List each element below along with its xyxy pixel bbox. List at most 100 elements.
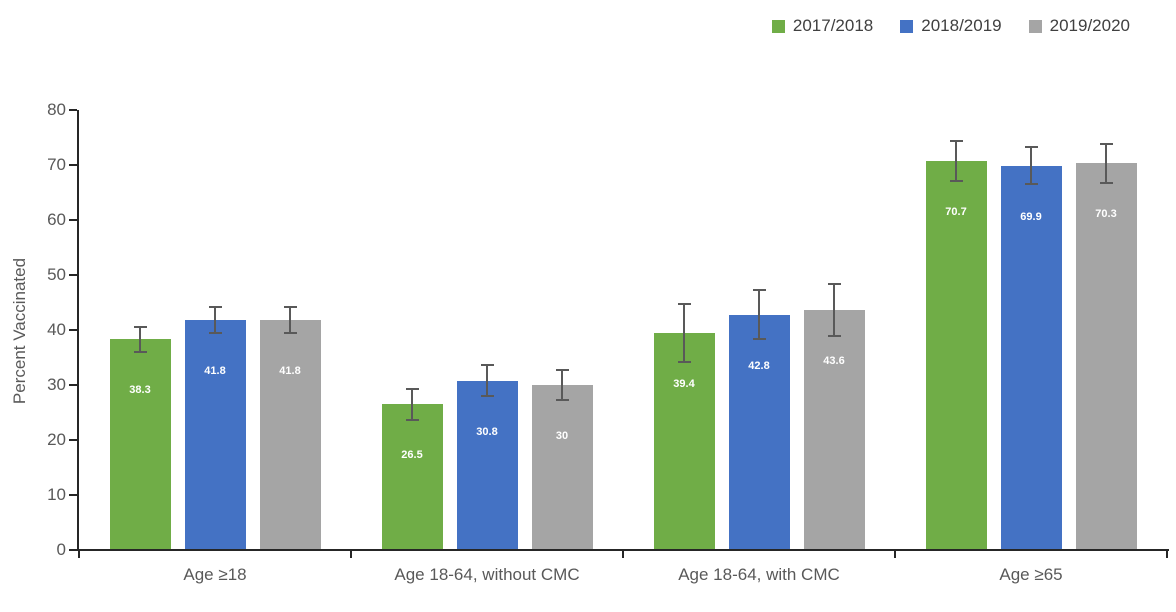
legend-item: 2017/2018 bbox=[771, 16, 874, 36]
error-bar-cap-bottom bbox=[677, 361, 691, 364]
legend-label: 2019/2020 bbox=[1049, 16, 1130, 35]
error-bar bbox=[486, 365, 488, 396]
error-bar bbox=[833, 284, 835, 337]
y-tick-label: 0 bbox=[56, 540, 66, 559]
error-bar bbox=[683, 304, 685, 363]
x-axis-line bbox=[77, 549, 1169, 551]
category-label: Age 18-64, with CMC bbox=[678, 565, 840, 584]
error-bar-cap-bottom bbox=[949, 179, 963, 182]
error-bar-cap-top bbox=[1099, 143, 1113, 146]
error-bar-cap-top bbox=[677, 303, 691, 306]
bar-value-label: 38.3 bbox=[129, 384, 151, 397]
bar-value-label: 70.3 bbox=[1095, 208, 1117, 221]
x-tick-mark bbox=[894, 551, 896, 558]
error-bar-cap-top bbox=[752, 289, 766, 292]
error-bar bbox=[758, 290, 760, 339]
error-bar-cap-top bbox=[133, 325, 147, 328]
y-tick-mark bbox=[69, 384, 77, 386]
bar: 42.8 bbox=[728, 314, 790, 549]
legend-item: 2018/2019 bbox=[900, 16, 1002, 36]
error-bar-cap-bottom bbox=[208, 332, 222, 335]
y-tick-label: 30 bbox=[47, 375, 66, 394]
y-tick-mark bbox=[69, 439, 77, 441]
bar: 41.8 bbox=[259, 320, 321, 549]
legend: 2017/2018 2018/2019 2019/2020 bbox=[771, 16, 1130, 36]
bar-value-label: 30 bbox=[555, 430, 569, 442]
y-tick-label: 50 bbox=[47, 265, 66, 284]
y-tick-mark bbox=[69, 329, 77, 331]
bar: 30.8 bbox=[456, 380, 518, 549]
error-bar-cap-bottom bbox=[1099, 181, 1113, 184]
error-bar bbox=[955, 141, 957, 181]
error-bar-cap-bottom bbox=[1024, 183, 1038, 186]
category-label: Age ≥18 bbox=[183, 565, 247, 584]
error-bar-cap-top bbox=[283, 306, 297, 309]
y-tick-mark bbox=[69, 219, 77, 221]
bar-value-label: 39.4 bbox=[673, 378, 695, 391]
x-tick-mark bbox=[78, 551, 80, 558]
y-tick-label: 40 bbox=[47, 320, 66, 339]
error-bar bbox=[1105, 144, 1107, 183]
error-bar-cap-bottom bbox=[405, 418, 419, 421]
legend-label: 2017/2018 bbox=[792, 16, 874, 35]
y-tick-mark bbox=[69, 549, 77, 551]
error-bar-cap-bottom bbox=[555, 398, 569, 401]
bar: 39.4 bbox=[653, 333, 715, 549]
y-tick-label: 60 bbox=[47, 210, 66, 229]
bar: 26.5 bbox=[381, 404, 443, 549]
error-bar-cap-top bbox=[405, 387, 419, 390]
y-tick-label: 20 bbox=[47, 430, 66, 449]
error-bar bbox=[1030, 146, 1032, 185]
bar-value-label: 42.8 bbox=[748, 359, 770, 372]
error-bar-cap-bottom bbox=[283, 331, 297, 334]
y-tick-mark bbox=[69, 164, 77, 166]
error-bar-cap-bottom bbox=[752, 337, 766, 340]
bar-value-label: 69.9 bbox=[1020, 210, 1042, 223]
error-bar bbox=[289, 307, 291, 333]
bar: 41.8 bbox=[184, 320, 246, 549]
y-tick-label: 80 bbox=[47, 100, 66, 119]
error-bar-cap-top bbox=[208, 305, 222, 308]
x-tick-mark bbox=[350, 551, 352, 558]
error-bar bbox=[561, 370, 563, 400]
bar-value-label: 41.8 bbox=[279, 365, 301, 378]
bar-value-label: 26.5 bbox=[401, 449, 423, 462]
legend-swatch-icon bbox=[1028, 19, 1042, 33]
error-bar-cap-bottom bbox=[480, 395, 494, 397]
bar: 69.9 bbox=[1000, 165, 1062, 549]
error-bar-cap-top bbox=[555, 369, 569, 372]
category-label: Age 18-64, without CMC bbox=[394, 565, 580, 584]
legend-swatch-icon bbox=[771, 19, 785, 33]
error-bar bbox=[214, 306, 216, 334]
error-bar bbox=[139, 326, 141, 352]
x-tick-mark bbox=[622, 551, 624, 558]
bar: 30 bbox=[531, 385, 593, 549]
error-bar-cap-top bbox=[949, 140, 963, 143]
y-tick-mark bbox=[69, 274, 77, 276]
y-tick-label: 70 bbox=[47, 155, 66, 174]
bar: 70.7 bbox=[925, 161, 987, 549]
bar-value-label: 70.7 bbox=[945, 206, 967, 219]
y-tick-label: 10 bbox=[47, 485, 66, 504]
error-bar bbox=[411, 388, 413, 420]
bar-value-label: 30.8 bbox=[476, 425, 498, 438]
bar: 38.3 bbox=[109, 339, 171, 549]
legend-swatch-icon bbox=[900, 19, 914, 33]
bar: 70.3 bbox=[1075, 163, 1137, 549]
bar-value-label: 43.6 bbox=[823, 355, 845, 368]
bar-value-label: 41.8 bbox=[204, 365, 226, 378]
category-label: Age ≥65 bbox=[999, 565, 1063, 584]
error-bar-cap-bottom bbox=[827, 335, 841, 338]
y-tick-mark bbox=[69, 494, 77, 496]
error-bar-cap-top bbox=[480, 364, 494, 367]
error-bar-cap-top bbox=[827, 283, 841, 286]
y-tick-mark bbox=[69, 109, 77, 111]
error-bar-cap-bottom bbox=[133, 351, 147, 353]
x-tick-mark bbox=[1166, 551, 1168, 558]
bar: 43.6 bbox=[803, 310, 865, 549]
legend-label: 2018/2019 bbox=[921, 16, 1002, 35]
legend-item: 2019/2020 bbox=[1028, 16, 1130, 36]
y-axis-line bbox=[77, 110, 79, 551]
error-bar-cap-top bbox=[1024, 145, 1038, 148]
